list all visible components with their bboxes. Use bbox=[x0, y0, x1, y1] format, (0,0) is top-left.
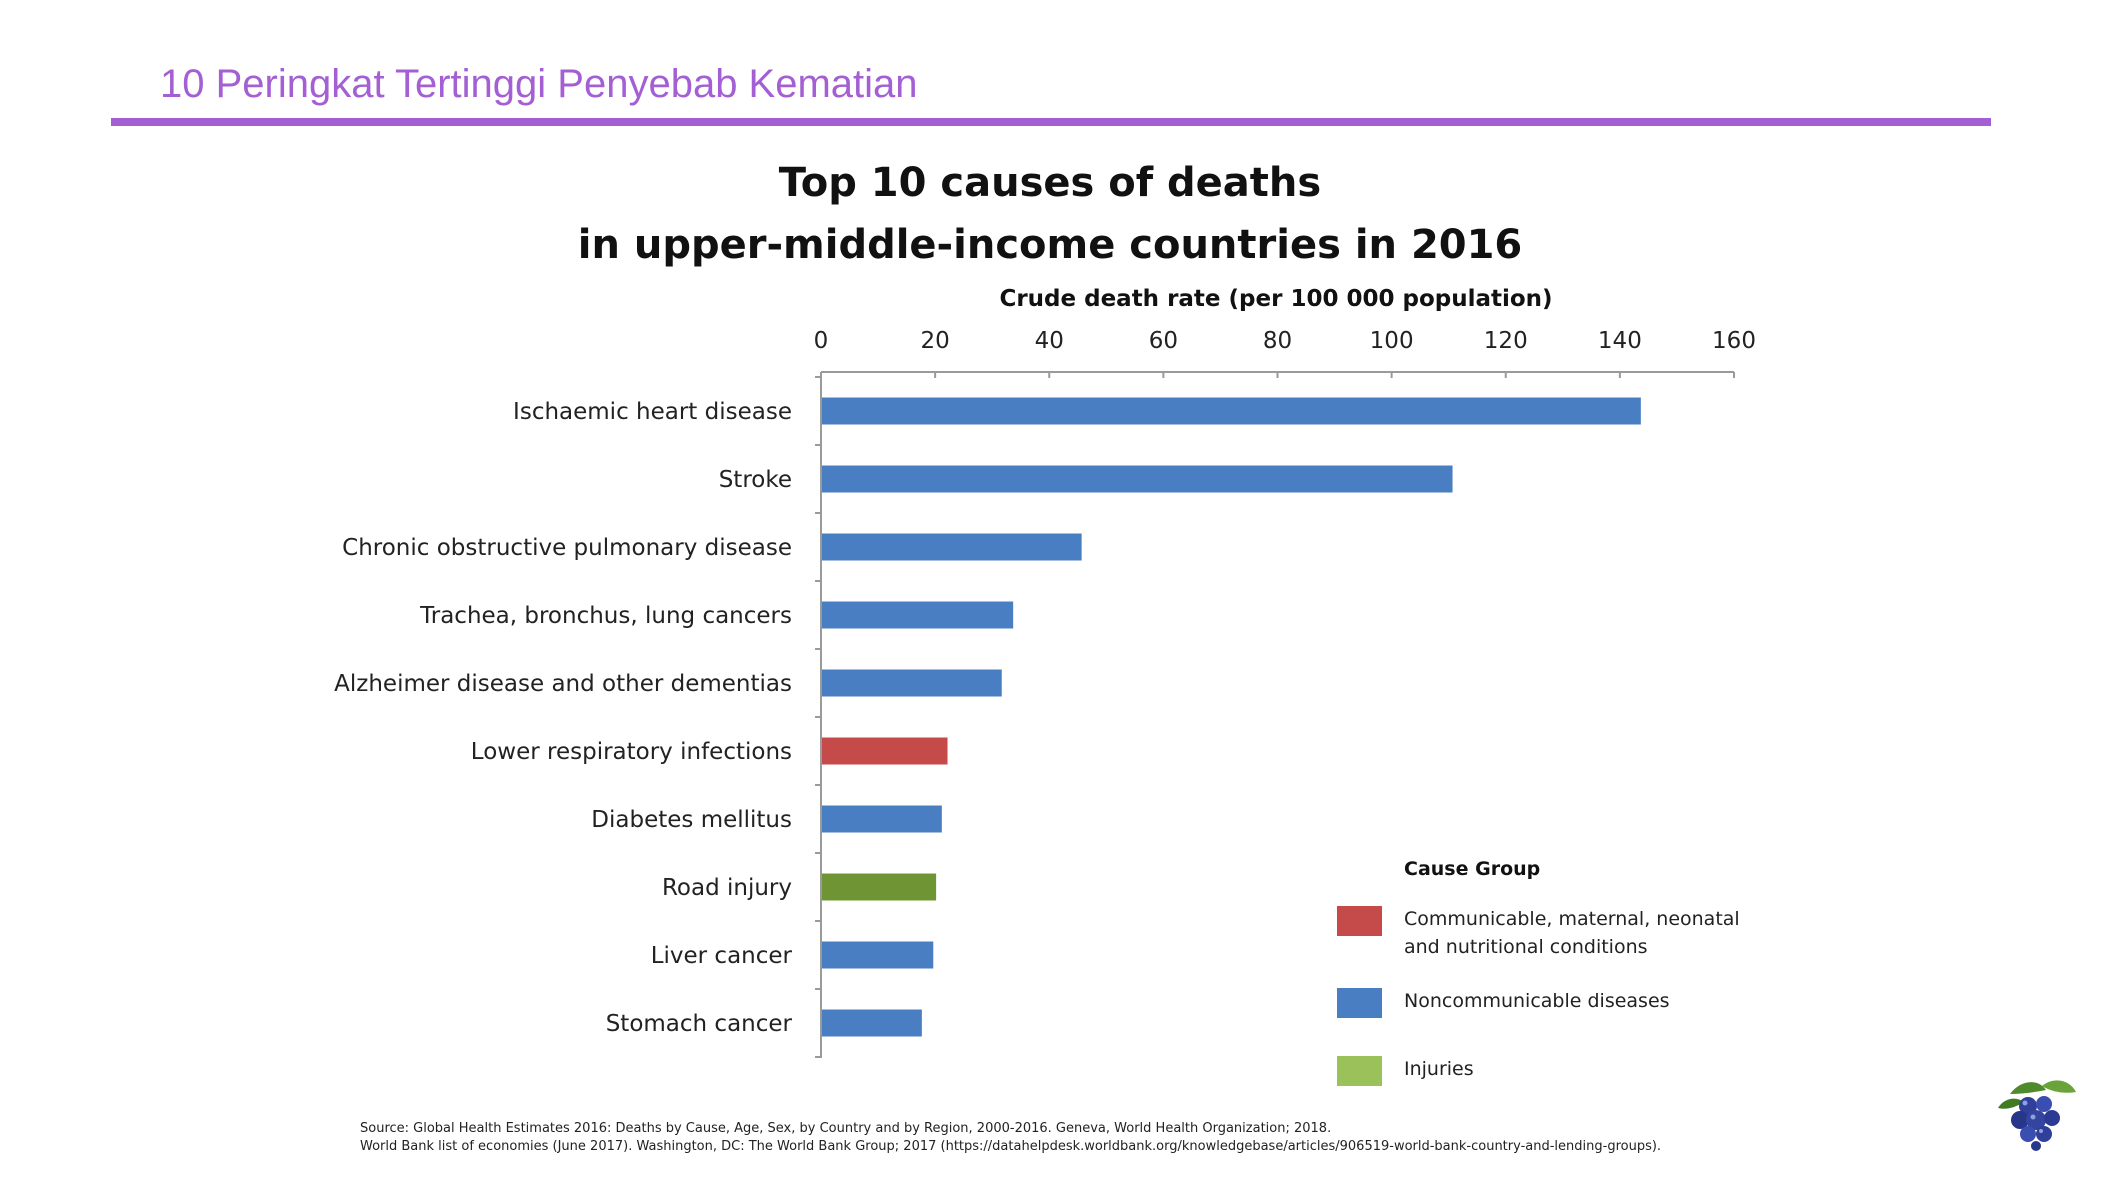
category-label: Stroke bbox=[719, 467, 792, 493]
legend-label: Injuries bbox=[1404, 1058, 1474, 1080]
x-axis-title: Crude death rate (per 100 000 population… bbox=[999, 286, 1552, 312]
bar-stomach-cancer bbox=[822, 1009, 922, 1037]
chart-title-line1: Top 10 causes of deaths bbox=[779, 160, 1321, 206]
source-line-2: World Bank list of economies (June 2017)… bbox=[360, 1139, 1661, 1154]
legend-swatch-communicable bbox=[1337, 906, 1382, 936]
category-label: Lower respiratory infections bbox=[471, 739, 792, 765]
category-label: Liver cancer bbox=[651, 943, 793, 969]
legend: Cause Group Communicable, maternal, neona… bbox=[1337, 858, 1740, 1086]
category-label: Trachea, bronchus, lung cancers bbox=[419, 603, 792, 629]
category-label: Alzheimer disease and other dementias bbox=[334, 671, 792, 697]
category-label: Chronic obstructive pulmonary disease bbox=[342, 535, 792, 561]
slide-title: 10 Peringkat Tertinggi Penyebab Kematian bbox=[160, 62, 918, 106]
x-tick-label: 120 bbox=[1484, 328, 1528, 354]
category-label: Ischaemic heart disease bbox=[513, 399, 792, 425]
bar-diabetes-mellitus bbox=[822, 805, 942, 833]
x-tick-label: 80 bbox=[1263, 328, 1292, 354]
category-label: Road injury bbox=[662, 875, 792, 901]
bar-lower-respiratory-infections bbox=[822, 737, 948, 765]
x-tick-label: 0 bbox=[814, 328, 829, 354]
bar-alzheimer-disease-and-other-dementias bbox=[822, 669, 1002, 697]
x-tick-label: 100 bbox=[1370, 328, 1414, 354]
bar-ischaemic-heart-disease bbox=[822, 397, 1641, 425]
x-axis: 0 20 40 60 80 100 120 140 160 bbox=[814, 328, 1756, 1058]
legend-swatch-noncommunicable bbox=[1337, 988, 1382, 1018]
legend-label: Communicable, maternal, neonatal bbox=[1404, 908, 1740, 930]
x-tick-label: 60 bbox=[1149, 328, 1178, 354]
x-tick-label: 40 bbox=[1035, 328, 1064, 354]
bar-trachea-bronchus-lung-cancers bbox=[822, 601, 1014, 629]
title-underline bbox=[111, 118, 1991, 126]
legend-title: Cause Group bbox=[1404, 858, 1540, 880]
legend-label: Noncommunicable diseases bbox=[1404, 990, 1670, 1012]
bar-liver-cancer bbox=[822, 941, 934, 969]
bars: Ischaemic heart disease Stroke Chronic obs… bbox=[334, 397, 1641, 1037]
category-label: Stomach cancer bbox=[606, 1011, 793, 1037]
x-tick-label: 20 bbox=[920, 328, 949, 354]
bar-road-injury bbox=[822, 873, 937, 901]
chart-title-line2: in upper-middle-income countries in 2016 bbox=[578, 222, 1523, 268]
x-tick-label: 140 bbox=[1598, 328, 1642, 354]
legend-swatch-injuries bbox=[1337, 1056, 1382, 1086]
category-label: Diabetes mellitus bbox=[591, 807, 792, 833]
bar-stroke bbox=[822, 465, 1453, 493]
source-line-1: Source: Global Health Estimates 2016: De… bbox=[360, 1121, 1331, 1136]
x-tick-label: 160 bbox=[1712, 328, 1756, 354]
legend-label-line2: and nutritional conditions bbox=[1404, 936, 1648, 958]
bar-chronic-obstructive-pulmonary-disease bbox=[822, 533, 1082, 561]
blueberry-cluster-icon bbox=[1998, 1080, 2076, 1151]
